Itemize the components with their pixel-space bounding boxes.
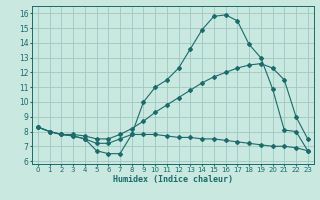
X-axis label: Humidex (Indice chaleur): Humidex (Indice chaleur) [113,175,233,184]
